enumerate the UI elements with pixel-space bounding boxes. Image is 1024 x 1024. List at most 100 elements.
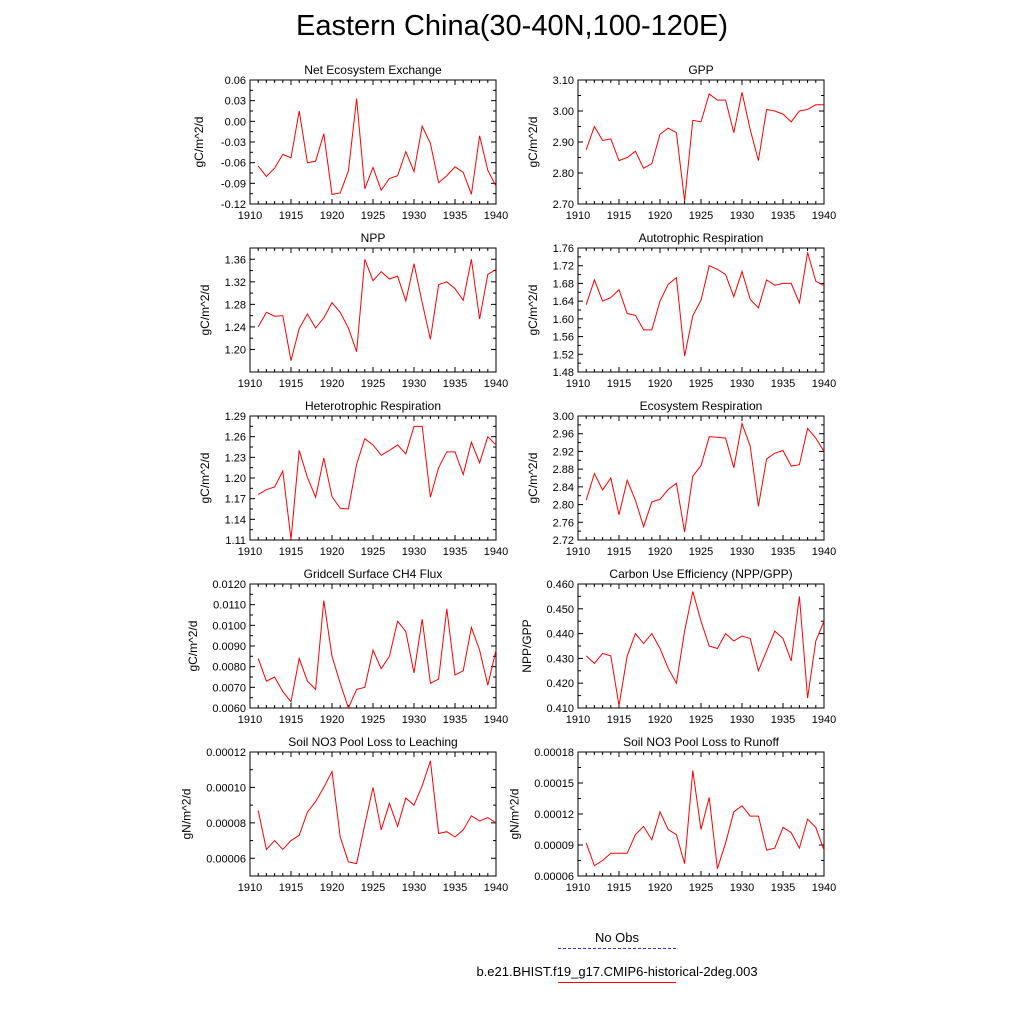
x-tick-label: 1910	[566, 714, 590, 726]
x-tick-label: 1920	[320, 546, 344, 558]
plot-frame	[577, 79, 825, 205]
series-line-1	[257, 259, 497, 361]
x-tick-label: 1925	[689, 546, 713, 558]
x-tick-label: 1940	[484, 546, 508, 558]
chart-title: Heterotrophic Respiration	[305, 399, 441, 413]
y-tick-label: 0.00010	[206, 782, 246, 794]
y-axis-label: gC/m^2/d	[192, 117, 206, 168]
x-tick-label: 1920	[648, 378, 672, 390]
x-tick-label: 1935	[771, 210, 795, 222]
y-tick-label: 2.84	[553, 482, 574, 494]
x-tick-label: 1925	[689, 714, 713, 726]
x-tick-label: 1940	[812, 378, 836, 390]
x-tick-label: 1930	[730, 210, 754, 222]
x-tick-label: 1925	[361, 714, 385, 726]
x-tick-label: 1935	[771, 378, 795, 390]
y-tick-label: 2.80	[553, 500, 574, 512]
series-line-1	[257, 600, 497, 710]
figure-title: Eastern China(30-40N,100-120E)	[295, 10, 729, 42]
chart-panel-2: GPP 1910 1915 1920 1925 1930 1935 1940 2.70 2.80 2…	[526, 63, 836, 222]
series-line-1	[585, 770, 825, 869]
y-tick-label: 1.60	[553, 314, 574, 326]
chart-panel-9: Soil NO3 Pool Loss to Leaching 1910 1915 19…	[180, 735, 509, 894]
series-line-1	[585, 421, 825, 533]
y-tick-label: 1.20	[225, 473, 246, 485]
y-tick-label: 0.420	[546, 678, 574, 690]
series-line-1	[257, 760, 497, 865]
y-tick-label: 2.70	[553, 199, 574, 211]
x-tick-label: 1930	[402, 882, 426, 894]
x-tick-label: 1915	[607, 210, 631, 222]
y-tick-label: 0.0120	[212, 579, 246, 591]
x-tick-label: 1925	[361, 378, 385, 390]
chart-panel-7: Gridcell Surface CH4 Flux 1910 1915 1920 192…	[186, 567, 508, 726]
y-tick-label: 1.68	[553, 278, 574, 290]
chart-panel-3: NPP 1910 1915 1920 1925 1930 1935 1940 1.20 1.24 1…	[198, 231, 508, 390]
y-tick-label: 0.00015	[534, 778, 574, 790]
y-tick-label: 0.00006	[534, 871, 574, 883]
y-tick-label: 1.72	[553, 261, 574, 273]
x-tick-label: 1920	[648, 546, 672, 558]
x-tick-label: 1930	[402, 546, 426, 558]
plot-frame	[249, 415, 497, 541]
plot-frame	[249, 79, 497, 205]
y-axis-label: gC/m^2/d	[198, 453, 212, 504]
chart-panel-1: Net Ecosystem Exchange 1910 1915 1920 1925 19…	[192, 63, 508, 222]
x-tick-label: 1910	[238, 210, 262, 222]
x-tick-label: 1910	[238, 714, 262, 726]
y-axis-label: gN/m^2/d	[180, 789, 194, 840]
chart-panel-5: Heterotrophic Respiration 1910 1915 1920 192…	[198, 399, 508, 558]
plot-frame	[249, 751, 497, 877]
y-tick-label: 3.10	[553, 75, 574, 87]
y-tick-label: 1.64	[553, 296, 574, 308]
x-tick-label: 1930	[402, 714, 426, 726]
plot-frame	[577, 415, 825, 541]
y-axis-label: gC/m^2/d	[526, 285, 540, 336]
x-tick-label: 1920	[648, 714, 672, 726]
x-tick-label: 1915	[607, 378, 631, 390]
chart-title: Ecosystem Respiration	[640, 399, 763, 413]
y-tick-label: 2.92	[553, 446, 574, 458]
y-tick-label: 2.76	[553, 517, 574, 529]
x-tick-label: 1930	[730, 546, 754, 558]
x-tick-label: 1910	[566, 378, 590, 390]
x-tick-label: 1910	[238, 546, 262, 558]
x-tick-label: 1910	[566, 546, 590, 558]
y-axis-label: gC/m^2/d	[198, 285, 212, 336]
x-tick-label: 1915	[607, 714, 631, 726]
y-tick-label: 1.11	[225, 535, 246, 547]
legend: No Obs b.e21.BHIST.f19_g17.CMIP6-histori…	[412, 930, 822, 998]
y-tick-label: 1.26	[225, 432, 246, 444]
chart-title: Net Ecosystem Exchange	[304, 63, 442, 77]
x-tick-label: 1935	[443, 210, 467, 222]
x-tick-label: 1940	[812, 714, 836, 726]
chart-title: Soil NO3 Pool Loss to Runoff	[623, 735, 780, 749]
y-tick-label: 0.460	[546, 579, 574, 591]
y-tick-label: 1.32	[225, 277, 246, 289]
y-tick-label: 0.00012	[206, 747, 246, 759]
y-tick-label: 0.0090	[212, 641, 246, 653]
y-tick-label: -0.06	[221, 158, 246, 170]
y-tick-label: 2.96	[553, 429, 574, 441]
series-line-1	[585, 92, 824, 201]
x-tick-label: 1920	[320, 714, 344, 726]
y-tick-label: 1.29	[225, 411, 246, 423]
x-tick-label: 1940	[484, 714, 508, 726]
legend-swatch-model	[558, 982, 676, 983]
x-tick-label: 1910	[238, 882, 262, 894]
y-tick-label: 0.00006	[206, 853, 246, 865]
x-tick-label: 1940	[484, 210, 508, 222]
x-tick-label: 1925	[689, 378, 713, 390]
chart-title: GPP	[688, 63, 713, 77]
series-line-1	[585, 591, 825, 706]
x-tick-label: 1920	[320, 210, 344, 222]
x-tick-label: 1940	[484, 378, 508, 390]
y-tick-label: 1.76	[553, 243, 574, 255]
y-axis-label: NPP/GPP	[520, 619, 534, 672]
plot-frame	[577, 247, 825, 373]
y-tick-label: 1.17	[225, 494, 246, 506]
x-tick-label: 1925	[361, 882, 385, 894]
chart-panel-6: Ecosystem Respiration 1910 1915 1920 1925 193…	[526, 399, 836, 558]
x-tick-label: 1930	[730, 378, 754, 390]
